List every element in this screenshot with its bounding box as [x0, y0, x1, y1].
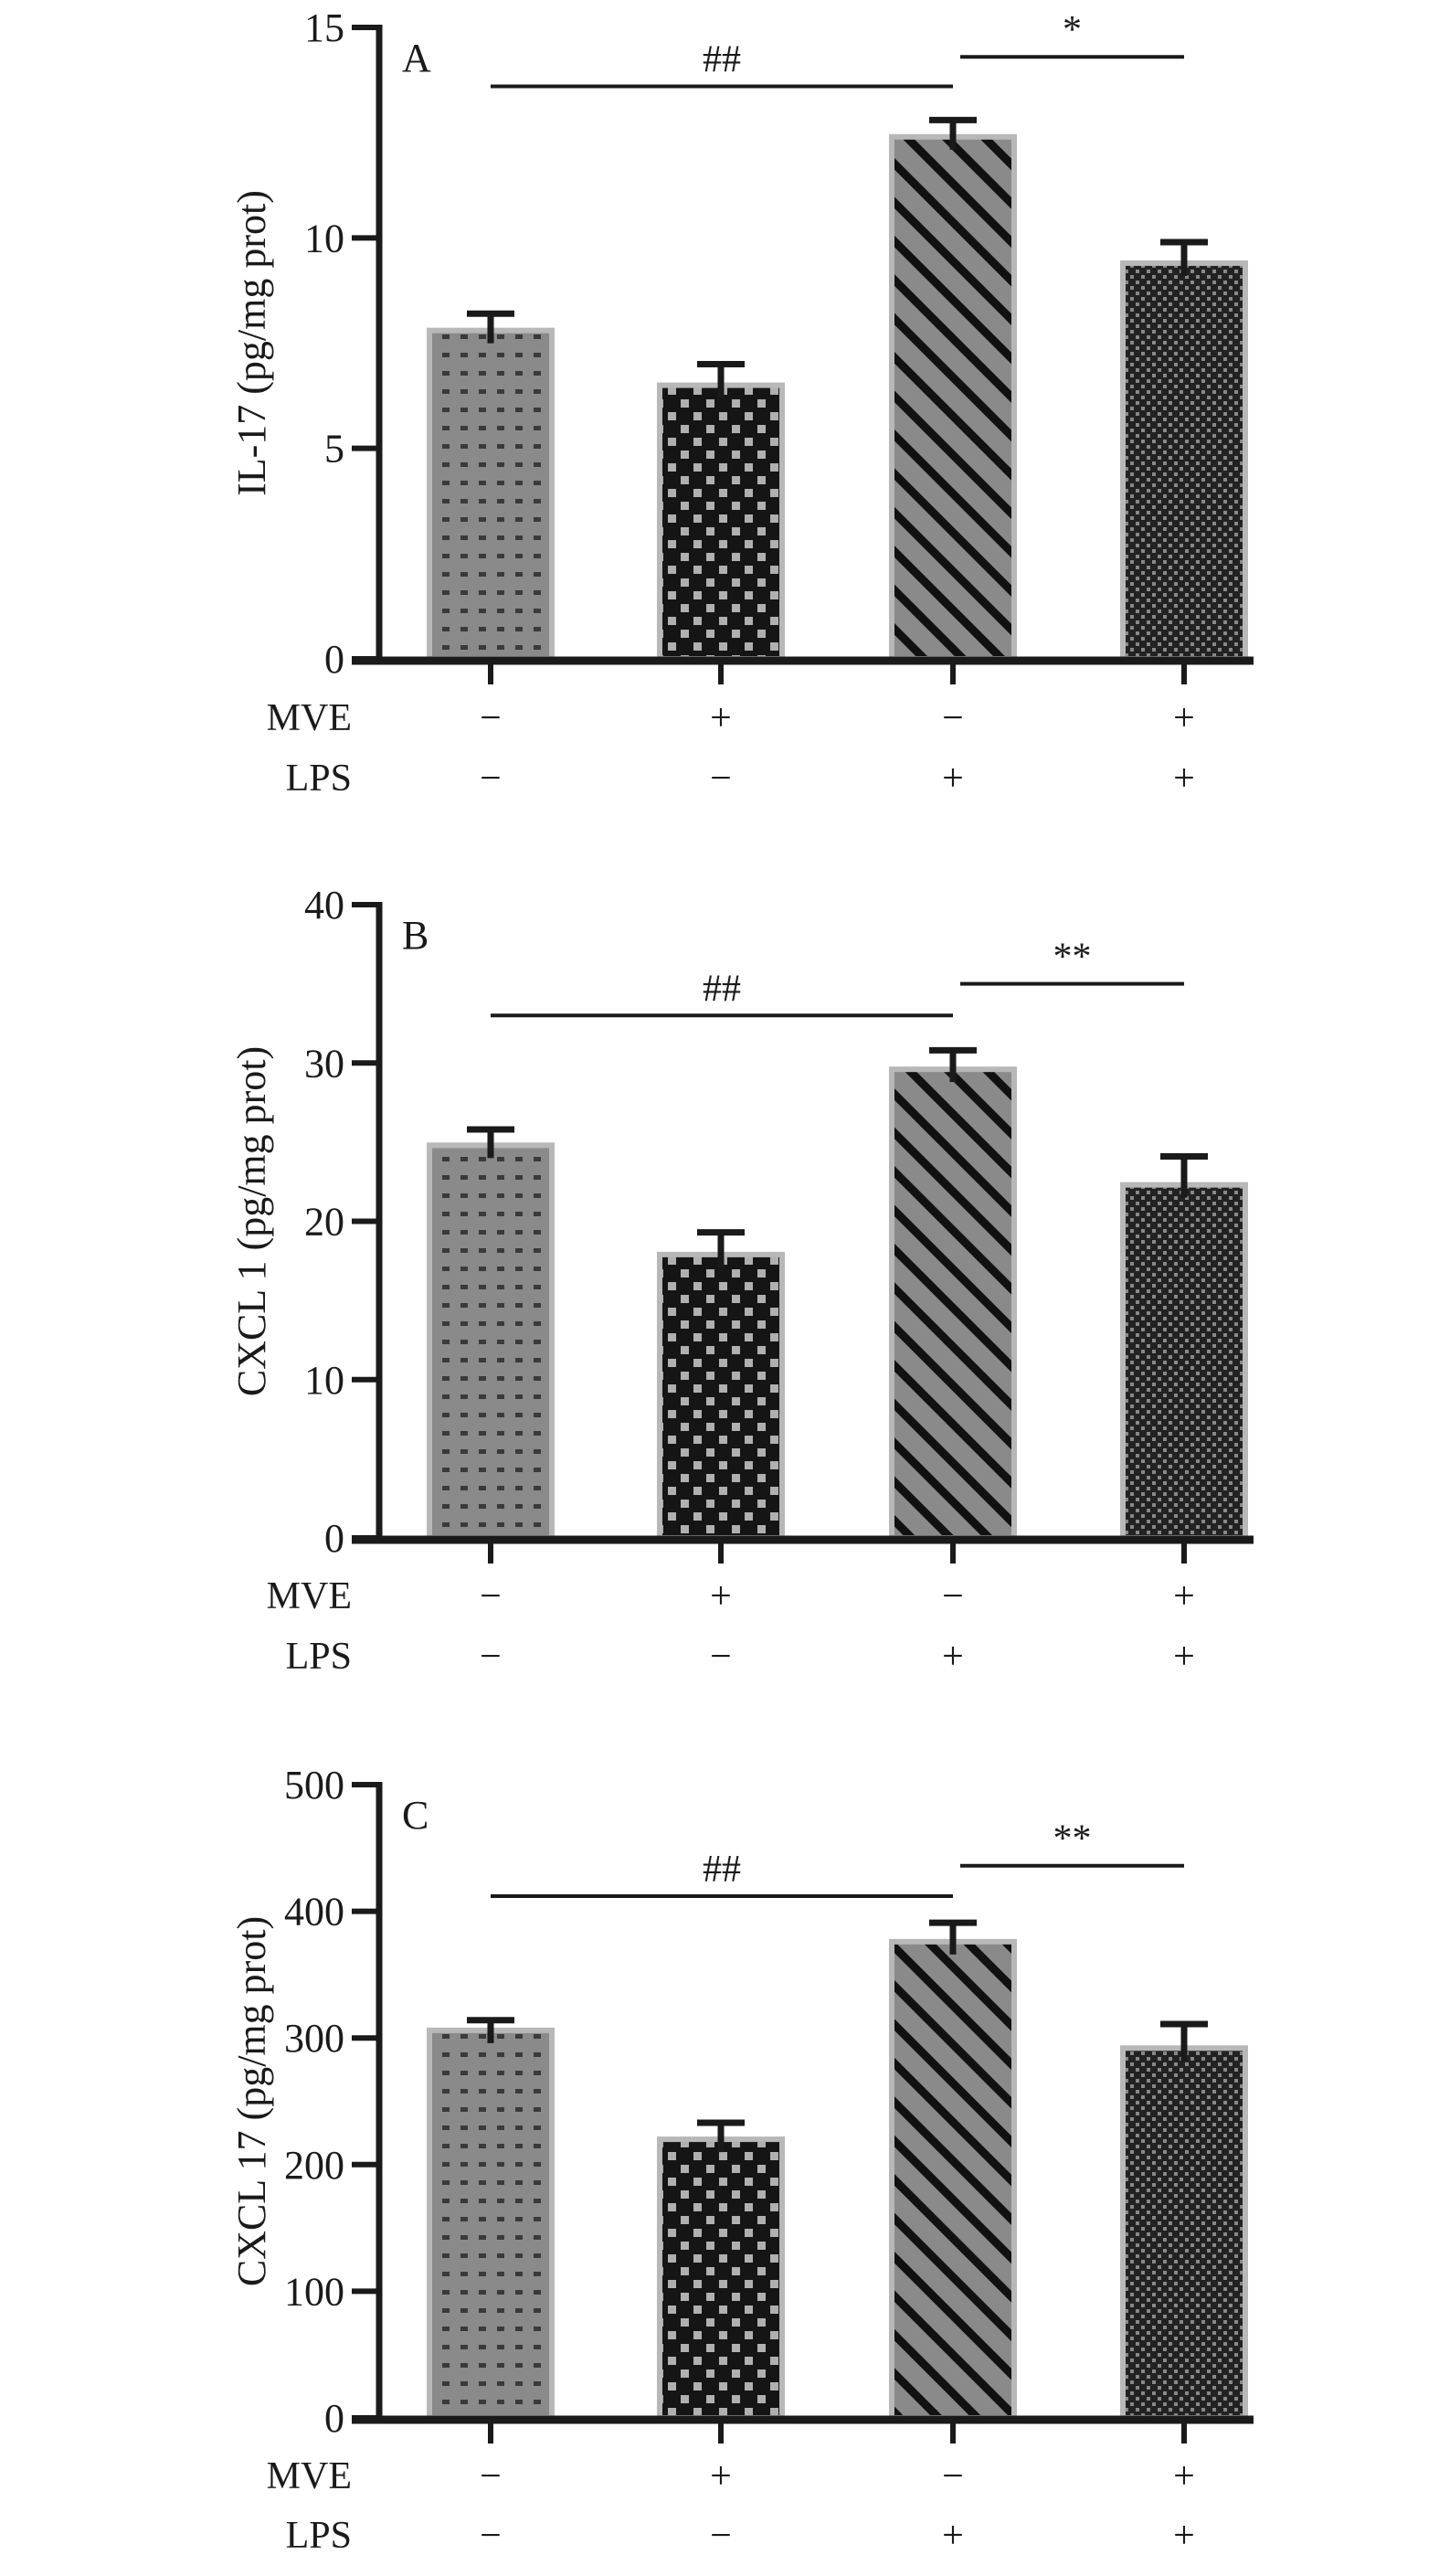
y-axis-label: CXCL 1 (pg/mg prot): [229, 1046, 274, 1396]
significance-label: **: [1053, 937, 1092, 979]
treatment-sign: +: [942, 758, 964, 800]
bar: [657, 382, 785, 662]
bar: [889, 1938, 1017, 2421]
y-tick-label: 30: [304, 1041, 344, 1086]
treatment-sign: +: [1173, 1575, 1195, 1617]
y-tick-label: 100: [284, 2269, 344, 2314]
bar: [1120, 1182, 1248, 1541]
y-axis-label: CXCL 17 (pg/mg prot): [229, 1916, 274, 2286]
bar: [427, 1142, 555, 1541]
treatment-sign: −: [480, 2515, 502, 2557]
treatment-sign: +: [1173, 2455, 1195, 2497]
panel-a: 0 5 10 15 IL-17 (pg/mg prot) A ## * MVE − + − + LPS − −…: [229, 5, 1254, 800]
treatment-sign: −: [710, 2515, 732, 2557]
treatment-label: LPS: [286, 758, 352, 800]
significance-label: *: [1063, 9, 1082, 51]
treatment-sign: +: [1173, 697, 1195, 739]
bar: [1120, 2045, 1248, 2422]
treatment-label: MVE: [267, 697, 352, 739]
treatment-label: LPS: [286, 2515, 352, 2557]
treatment-sign: −: [942, 1575, 964, 1617]
significance-label: ##: [703, 1849, 741, 1891]
treatment-label: MVE: [267, 2455, 352, 2497]
treatment-sign: −: [480, 2455, 502, 2497]
y-tick-label: 500: [284, 1763, 344, 1807]
treatment-sign: −: [480, 1636, 502, 1678]
bar: [889, 133, 1017, 663]
treatment-sign: +: [1173, 758, 1195, 800]
bar: [1120, 260, 1248, 662]
panel-label: C: [402, 1793, 429, 1838]
bar: [889, 1066, 1017, 1542]
bar: [427, 2027, 555, 2422]
treatment-sign: +: [710, 2455, 732, 2497]
treatment-sign: +: [942, 2515, 964, 2557]
treatment-sign: −: [710, 1636, 732, 1678]
treatment-sign: +: [942, 1636, 964, 1678]
y-tick-label: 0: [324, 637, 344, 682]
y-tick-label: 20: [304, 1200, 344, 1245]
bar: [657, 1251, 785, 1541]
bar: [657, 2136, 785, 2422]
panel-label: B: [402, 913, 429, 958]
panel-c: 0 100 200 300 400 500 CXCL 17 (pg/mg prot) C ## *…: [229, 1763, 1254, 2557]
treatment-sign: +: [710, 1575, 732, 1617]
y-tick-label: 15: [304, 5, 344, 50]
treatment-sign: −: [942, 2455, 964, 2497]
treatment-sign: −: [480, 1575, 502, 1617]
treatment-sign: −: [942, 697, 964, 739]
y-tick-label: 0: [324, 1516, 344, 1561]
y-tick-label: 40: [304, 883, 344, 928]
y-tick-label: 0: [324, 2396, 344, 2441]
panel-b: 0 10 20 30 40 CXCL 1 (pg/mg prot) B ## ** MVE − + − +…: [229, 883, 1254, 1678]
y-tick-label: 10: [304, 1358, 344, 1403]
y-tick-label: 10: [304, 216, 344, 260]
significance-label: ##: [703, 968, 741, 1010]
treatment-label: LPS: [286, 1636, 352, 1678]
significance-label: **: [1053, 1818, 1092, 1860]
treatment-sign: +: [1173, 1636, 1195, 1678]
treatment-sign: −: [480, 697, 502, 739]
y-tick-label: 200: [284, 2143, 344, 2188]
treatment-sign: −: [480, 758, 502, 800]
significance-label: ##: [703, 38, 741, 80]
treatment-sign: +: [1173, 2515, 1195, 2557]
y-axis-label: IL-17 (pg/mg prot): [229, 190, 274, 496]
y-tick-label: 400: [284, 1890, 344, 1935]
panel-label: A: [402, 36, 431, 80]
y-tick-label: 300: [284, 2016, 344, 2061]
treatment-label: MVE: [267, 1575, 352, 1617]
treatment-sign: +: [710, 697, 732, 739]
y-tick-label: 5: [324, 427, 344, 472]
treatment-sign: −: [710, 758, 732, 800]
bar: [427, 327, 555, 662]
